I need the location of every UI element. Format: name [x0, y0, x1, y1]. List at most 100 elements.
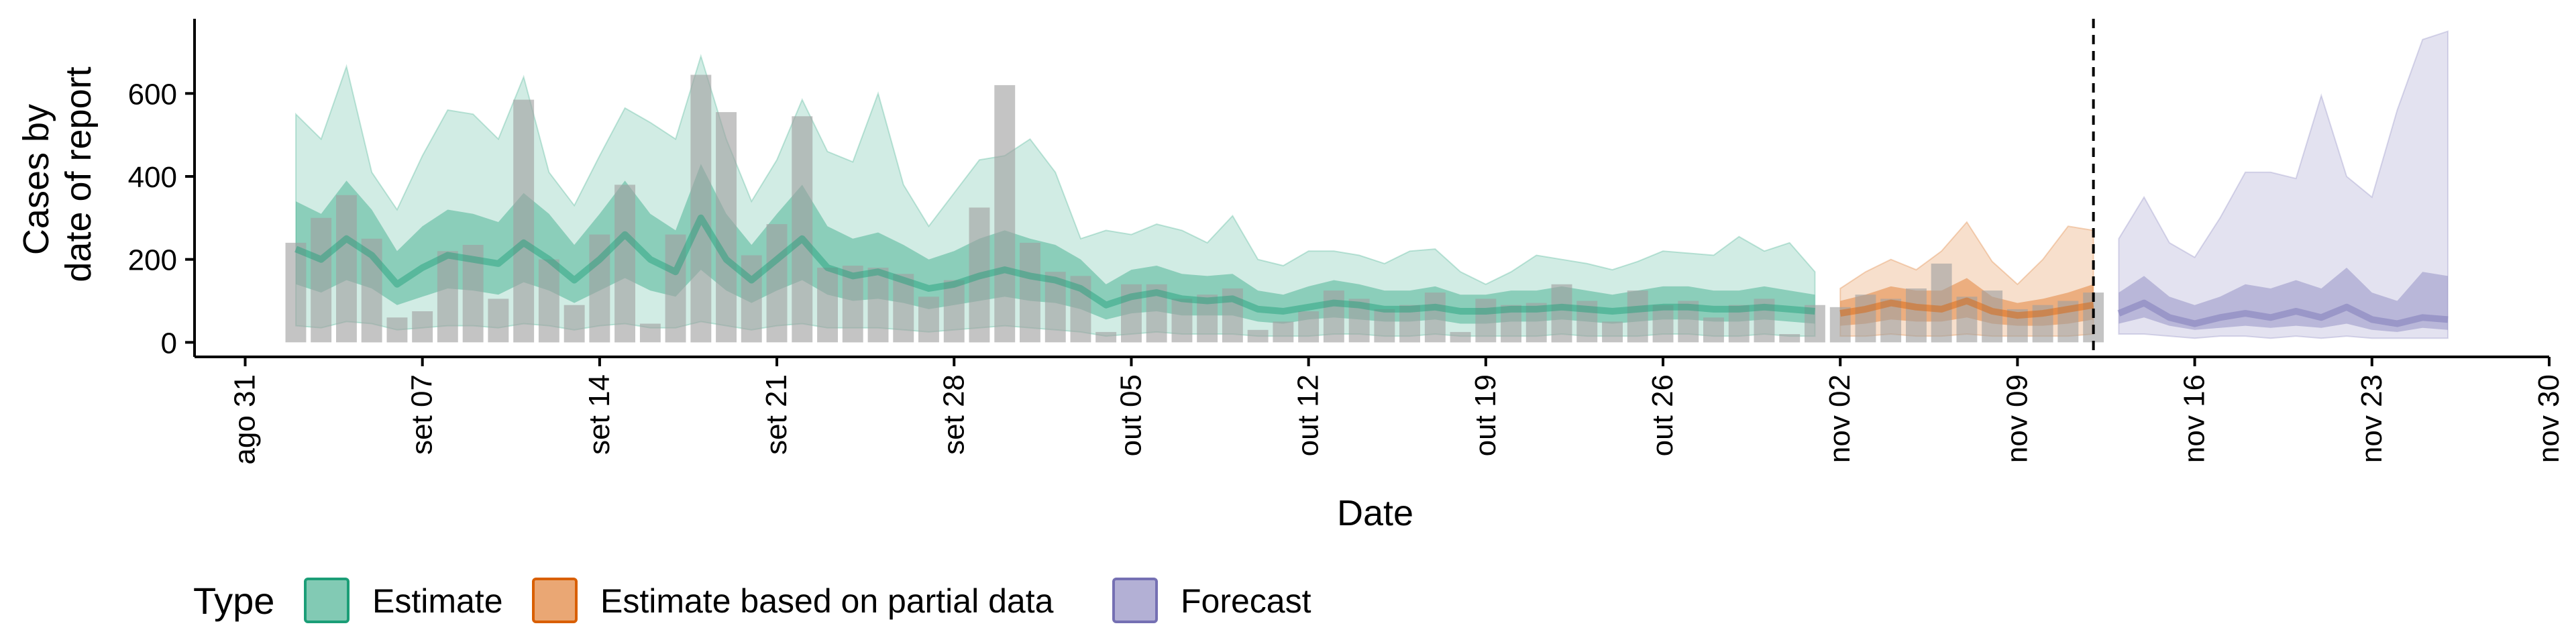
bar-2020-10-16 — [1399, 305, 1420, 343]
bar-2020-10-05 — [1121, 284, 1142, 343]
x-tick-label-10: nov 09 — [2000, 374, 2033, 463]
bar-2020-10-22 — [1551, 284, 1572, 343]
bar-2020-11-10 — [2032, 305, 2053, 343]
bar-2020-09-09 — [462, 245, 484, 343]
bar-2020-10-29 — [1728, 305, 1750, 343]
y-axis-ticks: 0 200 400 600 — [128, 78, 195, 360]
bar-2020-09-08 — [437, 251, 458, 343]
legend-label-1: Estimate based on partial data — [600, 582, 1054, 620]
band-90-2 — [2118, 30, 2449, 339]
bar-2020-09-13 — [564, 305, 585, 343]
median-lines — [294, 214, 2449, 327]
bar-2020-11-04 — [1880, 299, 1902, 343]
legend-label-2: Forecast — [1181, 582, 1311, 620]
x-tick-label-11: nov 16 — [2178, 374, 2211, 463]
bar-2020-09-15 — [614, 184, 635, 343]
bar-2020-10-20 — [1501, 305, 1521, 343]
bar-2020-10-31 — [1779, 334, 1801, 343]
bar-2020-09-07 — [412, 311, 433, 343]
legend: Type Estimate Estimate based on partial d… — [193, 578, 1311, 623]
legend-key-2 — [1112, 578, 1158, 623]
bar-2020-09-06 — [386, 317, 408, 343]
legend-label-0: Estimate — [372, 582, 503, 620]
bar-2020-10-18 — [1450, 331, 1471, 343]
x-tick-label-9: nov 02 — [1823, 374, 1856, 463]
bar-2020-09-10 — [488, 299, 509, 343]
bar-2020-11-11 — [2057, 301, 2079, 343]
bar-2020-09-05 — [361, 238, 382, 343]
y-axis-title-line-1: Cases by — [16, 104, 56, 255]
bar-2020-09-26 — [893, 274, 914, 343]
median-line-2 — [2117, 299, 2449, 327]
x-axis-ticks: ago 31 set 07 set 14 set 21 set 28 out 05 out … — [228, 357, 2565, 465]
bar-2020-11-02 — [1829, 307, 1851, 343]
x-tick-label-3: set 21 — [760, 374, 793, 455]
bar-2020-10-15 — [1374, 309, 1395, 343]
bar-2020-11-09 — [2006, 309, 2028, 343]
bar-2020-09-20 — [741, 255, 762, 343]
bar-2020-11-06 — [1931, 263, 1952, 343]
bar-2020-10-10 — [1247, 329, 1269, 343]
x-tick-label-5: out 05 — [1114, 374, 1147, 456]
bar-2020-10-17 — [1424, 292, 1446, 343]
bar-2020-11-07 — [1956, 297, 1978, 343]
x-tick-label-2: set 14 — [583, 374, 616, 455]
bar-2020-09-04 — [336, 195, 357, 343]
y-tick-label-1: 200 — [128, 244, 177, 277]
bar-2020-09-17 — [665, 234, 686, 343]
bar-2020-09-25 — [867, 268, 889, 343]
bar-2020-11-05 — [1906, 288, 1927, 343]
bar-2020-09-18 — [690, 74, 712, 343]
bar-2020-09-11 — [513, 99, 535, 343]
bar-2020-09-03 — [311, 217, 332, 343]
bar-2020-10-25 — [1627, 290, 1648, 343]
bar-2020-09-28 — [943, 280, 965, 343]
y-axis-title-line-2: date of report — [58, 66, 99, 282]
bar-2020-10-27 — [1678, 301, 1699, 343]
bar-2020-09-02 — [285, 242, 307, 343]
y-tick-label-0: 0 — [161, 327, 177, 360]
bar-2020-09-29 — [969, 207, 990, 343]
bar-2020-10-13 — [1323, 290, 1344, 343]
x-axis-title: Date — [1337, 493, 1413, 533]
bar-2020-09-19 — [716, 112, 737, 343]
median-line-0 — [294, 214, 1815, 315]
bar-2020-09-27 — [918, 297, 939, 343]
bar-2020-10-30 — [1754, 299, 1775, 343]
bar-2020-11-08 — [1982, 290, 2003, 343]
bar-2020-10-04 — [1095, 331, 1117, 343]
x-tick-label-13: nov 30 — [2532, 374, 2565, 463]
legend-key-0 — [304, 578, 350, 623]
legend-key-1 — [532, 578, 578, 623]
bar-2020-10-28 — [1703, 317, 1724, 343]
median-line-1 — [1839, 297, 2094, 319]
bar-2020-10-06 — [1146, 284, 1167, 343]
bar-2020-09-23 — [817, 268, 838, 343]
bar-2020-10-02 — [1044, 272, 1066, 343]
bar-2020-09-30 — [994, 85, 1016, 343]
bar-2020-10-21 — [1525, 303, 1547, 343]
x-tick-label-0: ago 31 — [228, 374, 261, 465]
bar-2020-10-07 — [1171, 299, 1193, 343]
y-tick-label-2: 400 — [128, 161, 177, 194]
y-tick-label-3: 600 — [128, 78, 177, 111]
bar-2020-10-03 — [1070, 276, 1091, 343]
x-tick-label-4: set 28 — [937, 374, 970, 455]
bar-2020-09-14 — [589, 234, 610, 343]
bar-2020-10-14 — [1348, 299, 1370, 343]
reported-cases-bars — [285, 74, 2104, 343]
bar-2020-10-24 — [1602, 321, 1623, 343]
bar-2020-10-12 — [1298, 311, 1320, 343]
bar-2020-09-12 — [538, 259, 559, 343]
bar-2020-10-09 — [1222, 288, 1243, 343]
bar-2020-10-01 — [1020, 242, 1040, 343]
bar-2020-10-11 — [1273, 321, 1294, 343]
x-tick-label-1: set 07 — [406, 374, 439, 455]
bar-2020-10-26 — [1652, 305, 1674, 343]
x-tick-label-7: out 19 — [1469, 374, 1502, 456]
bar-2020-09-22 — [792, 116, 813, 343]
band-50-2 — [2118, 268, 2448, 332]
x-tick-label-6: out 12 — [1292, 374, 1325, 456]
bar-2020-10-23 — [1576, 301, 1598, 343]
